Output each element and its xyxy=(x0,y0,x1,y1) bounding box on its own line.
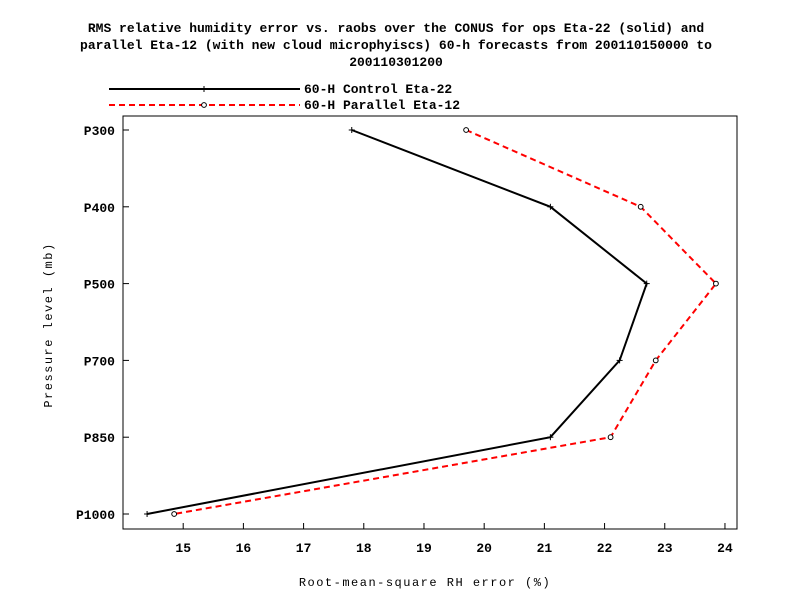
data-point xyxy=(348,127,355,133)
y-axis-label: Pressure level (mb) xyxy=(42,242,56,407)
data-point xyxy=(607,434,614,441)
title-line-1: RMS relative humidity error vs. raobs ov… xyxy=(87,21,705,36)
data-point xyxy=(637,203,644,210)
x-tick-label: 23 xyxy=(657,541,673,556)
x-tick-label: 20 xyxy=(476,541,492,556)
title-line-2: parallel Eta-12 (with new cloud microphy… xyxy=(80,38,712,53)
data-point xyxy=(616,357,623,364)
legend-label-2: 60-H Parallel Eta-12 xyxy=(304,98,460,113)
data-point xyxy=(643,280,650,287)
data-point xyxy=(144,511,151,517)
y-tick-label: P700 xyxy=(84,354,115,369)
data-point xyxy=(652,357,659,364)
x-tick-label: 22 xyxy=(597,541,613,556)
data-point xyxy=(713,280,719,287)
legend-marker xyxy=(201,102,207,108)
chart-title: RMS relative humidity error vs. raobs ov… xyxy=(0,20,792,71)
x-tick-label: 16 xyxy=(236,541,252,556)
title-line-3: 200110301200 xyxy=(349,55,443,70)
x-tick-label: 18 xyxy=(356,541,372,556)
y-tick-label: P1000 xyxy=(76,508,115,523)
x-tick-label: 19 xyxy=(416,541,432,556)
y-tick-label: P300 xyxy=(84,124,115,139)
y-axis: P300 P400 P500 P700 P850 P1000 xyxy=(76,124,129,523)
data-point xyxy=(171,511,178,517)
data-point xyxy=(547,434,554,441)
x-tick-label: 17 xyxy=(296,541,312,556)
data-point xyxy=(547,203,554,210)
y-tick-label: P850 xyxy=(84,431,115,446)
x-tick-label: 21 xyxy=(537,541,553,556)
y-tick-label: P500 xyxy=(84,278,115,293)
legend-label-1: 60-H Control Eta-22 xyxy=(304,82,452,97)
x-axis-label: Root-mean-square RH error (%) xyxy=(299,576,551,590)
x-tick-label: 24 xyxy=(717,541,733,556)
data-point xyxy=(463,127,470,133)
x-axis: 15 16 17 18 19 20 21 22 23 24 xyxy=(175,523,733,556)
series-group xyxy=(144,127,719,517)
series-line-1 xyxy=(146,129,648,515)
plot-frame xyxy=(122,115,738,530)
x-tick-label: 15 xyxy=(175,541,191,556)
y-tick-label: P400 xyxy=(84,201,115,216)
